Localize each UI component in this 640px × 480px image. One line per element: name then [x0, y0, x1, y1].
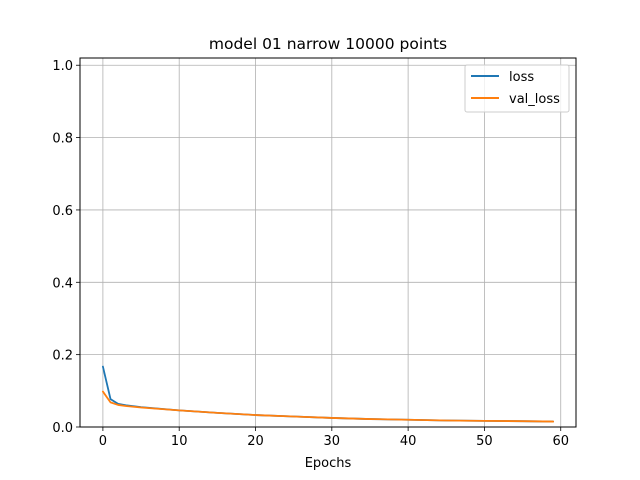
y-tick-label: 1.0 — [52, 59, 73, 74]
x-tick-label: 0 — [99, 434, 107, 449]
plot-frame — [79, 57, 577, 428]
x-tick-label: 60 — [552, 434, 569, 449]
series-line-val-loss — [101, 390, 555, 423]
legend: loss val_loss — [464, 64, 570, 113]
y-tick-label: 0.2 — [52, 349, 73, 364]
y-tick-label: 0.6 — [52, 204, 73, 219]
x-tick-label: 20 — [247, 434, 264, 449]
y-tick-label: 0.0 — [52, 421, 73, 436]
legend-label-loss: loss — [509, 70, 534, 85]
series-lines — [101, 365, 555, 423]
x-axis-label: Epochs — [305, 456, 352, 471]
chart-title: model 01 narrow 10000 points — [209, 35, 447, 53]
x-tick-label: 30 — [324, 434, 341, 449]
x-tick-label: 50 — [476, 434, 493, 449]
y-tick-label: 0.4 — [52, 276, 73, 291]
axis-ticks: 0 10 20 30 40 50 60 0.0 0.2 0.4 0.6 0.8 1.0 — [52, 59, 569, 449]
x-tick-label: 10 — [171, 434, 188, 449]
y-tick-label: 0.8 — [52, 132, 73, 147]
x-tick-label: 40 — [400, 434, 417, 449]
legend-label-val-loss: val_loss — [509, 92, 560, 107]
